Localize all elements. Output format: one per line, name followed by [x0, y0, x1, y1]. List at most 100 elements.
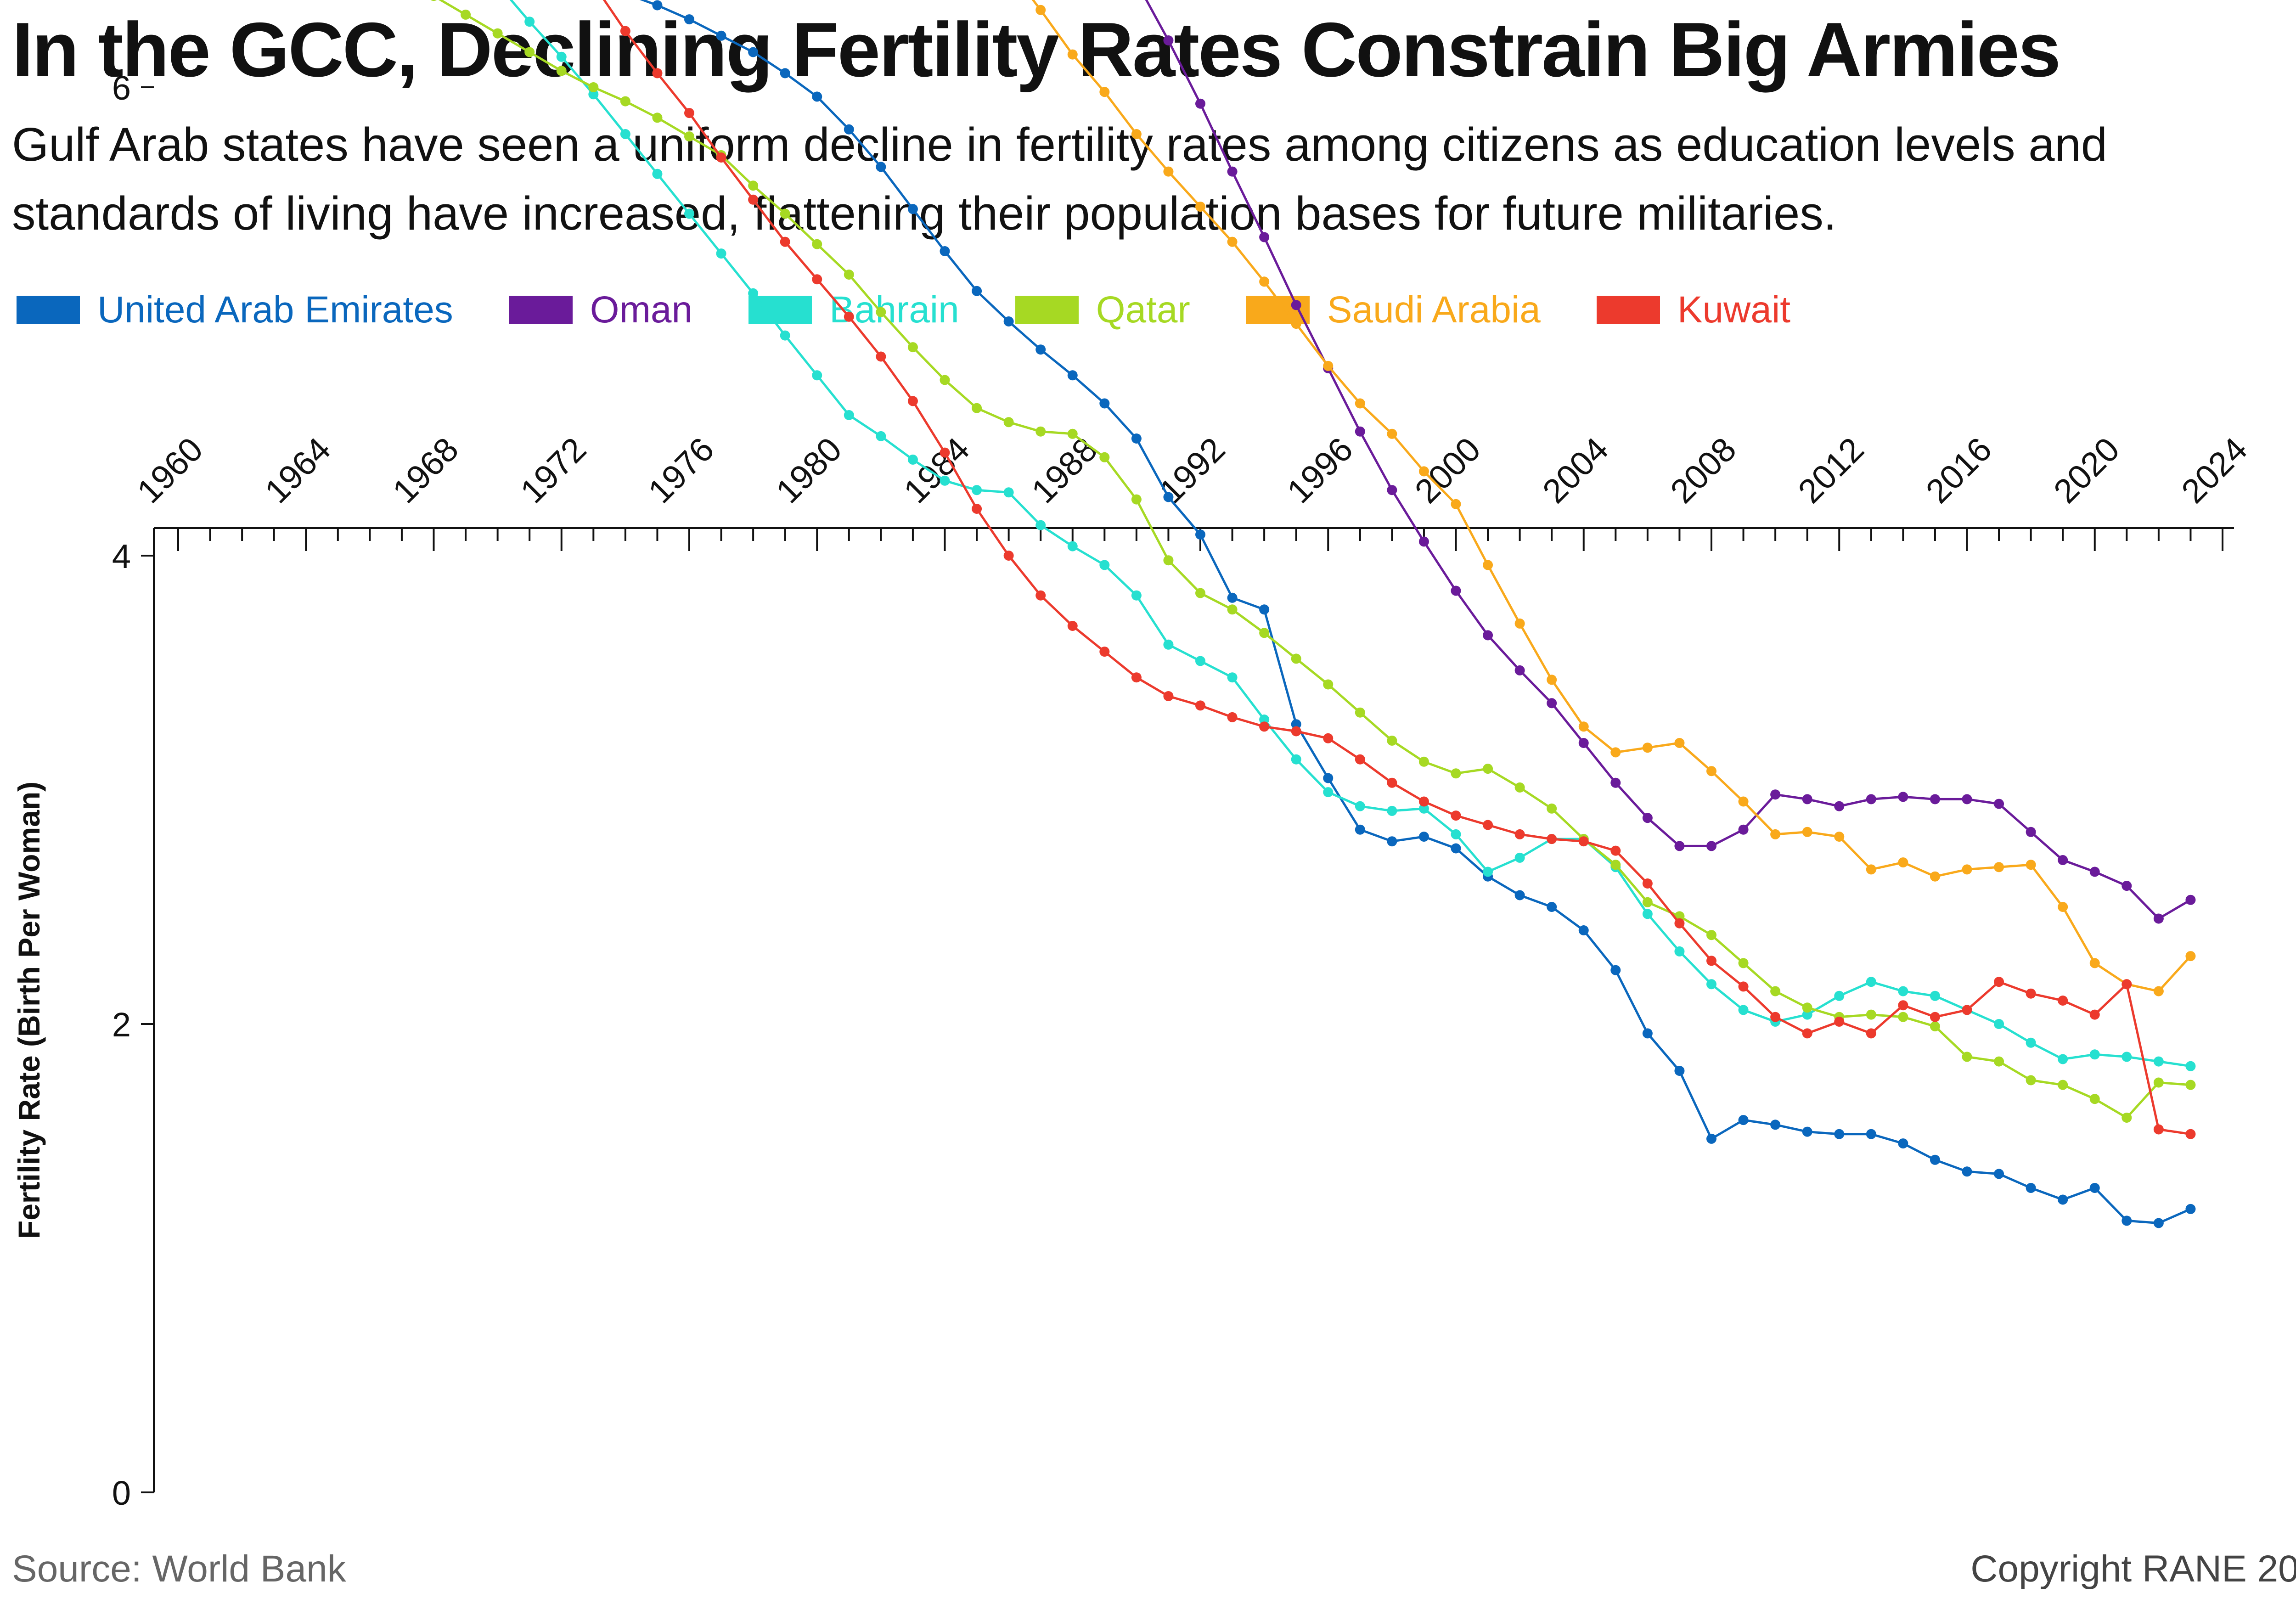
data-point [1610, 777, 1621, 788]
data-point [1067, 428, 1078, 439]
data-point [940, 375, 950, 385]
data-point [1131, 672, 1142, 683]
data-point [1291, 719, 1301, 730]
data-point [1483, 560, 1493, 570]
data-point [1195, 98, 1205, 109]
data-point [2185, 951, 2196, 962]
data-point [588, 89, 599, 100]
data-point [940, 447, 950, 458]
data-point [1514, 829, 1525, 839]
data-point [1163, 492, 1174, 502]
data-point [2153, 1056, 2164, 1067]
data-point [1323, 679, 1334, 690]
series-line-2 [509, 0, 2191, 1068]
y-tick-label: 0 [112, 1474, 131, 1512]
data-point [1706, 1133, 1716, 1144]
x-tick-label: 2012 [1791, 430, 1871, 510]
data-point [1898, 1138, 1908, 1149]
legend-swatch [509, 296, 573, 324]
data-point [1770, 789, 1781, 800]
data-point [844, 124, 854, 135]
data-point [780, 68, 790, 79]
data-point [2026, 1183, 2036, 1193]
data-point [1994, 862, 2004, 872]
y-tick-label: 4 [112, 537, 131, 575]
data-point [1418, 536, 1429, 547]
copyright-note: Copyright RANE 2026 [1970, 1548, 2296, 1590]
data-point [2058, 902, 2068, 912]
data-point [1514, 665, 1525, 675]
data-point [1930, 1021, 1940, 1032]
data-point [1067, 370, 1078, 381]
chart-subtitle: Gulf Arab states have seen a uniform dec… [12, 118, 2108, 240]
data-point [2058, 1054, 2068, 1064]
data-point [1418, 796, 1429, 807]
legend-item: Bahrain [748, 288, 959, 332]
data-point [1610, 965, 1621, 975]
data-point [524, 17, 535, 27]
data-point [1674, 841, 1685, 851]
data-point [1898, 792, 1908, 802]
data-point [1738, 796, 1749, 807]
data-point [716, 152, 726, 163]
data-point [1259, 721, 1270, 732]
data-point [1195, 588, 1205, 598]
data-point [2122, 1052, 2132, 1062]
data-point [1738, 1115, 1749, 1125]
data-point [684, 131, 694, 142]
chart-title: In the GCC, Declining Fertility Rates Co… [12, 6, 2061, 93]
legend-label: Saudi Arabia [1327, 289, 1541, 331]
data-point [1099, 647, 1110, 657]
data-point [1387, 428, 1397, 439]
data-point [1578, 925, 1589, 935]
data-point [1866, 1028, 1876, 1039]
data-point [1195, 656, 1205, 666]
data-point [1418, 466, 1429, 477]
data-point [1514, 618, 1525, 629]
data-point [1163, 691, 1174, 701]
data-point [1834, 990, 1845, 1001]
source-note: Source: World Bank [12, 1548, 346, 1590]
data-point [2058, 996, 2068, 1006]
data-point [1547, 698, 1557, 709]
data-point [1163, 166, 1174, 177]
data-point [907, 454, 918, 465]
legend-label: Qatar [1096, 289, 1190, 331]
data-point [1099, 560, 1110, 570]
x-tick-label: 1996 [1280, 430, 1360, 510]
data-point [1514, 890, 1525, 900]
x-tick-label: 1984 [896, 430, 977, 510]
data-point [748, 180, 759, 191]
data-point [1387, 805, 1397, 816]
data-point [1642, 897, 1653, 907]
data-point [1578, 721, 1589, 732]
data-point [1802, 1028, 1812, 1039]
data-point [716, 248, 726, 259]
data-point [2058, 855, 2068, 865]
data-point [812, 370, 822, 381]
data-point [2026, 988, 2036, 999]
data-point [2122, 1215, 2132, 1226]
data-point [1131, 129, 1142, 139]
data-point [748, 288, 759, 298]
data-point [1578, 738, 1589, 748]
x-tick-label: 1964 [258, 430, 338, 510]
y-axis-label: Fertility Rate (Birth Per Woman) [12, 782, 46, 1239]
data-point [1355, 426, 1365, 437]
data-point [1355, 824, 1365, 835]
data-point [1387, 777, 1397, 788]
data-point [972, 504, 982, 514]
data-point [1898, 986, 1908, 996]
data-point [1195, 700, 1205, 711]
data-point [1451, 810, 1461, 821]
data-point [1674, 946, 1685, 957]
data-point [1483, 867, 1493, 877]
data-point [1323, 733, 1334, 743]
x-tick-label: 1980 [769, 430, 849, 510]
x-tick-label: 1988 [1024, 430, 1104, 510]
data-point [1227, 166, 1238, 177]
data-point [1898, 1012, 1908, 1022]
legend-item: United Arab Emirates [17, 288, 453, 332]
data-point [1099, 398, 1110, 409]
